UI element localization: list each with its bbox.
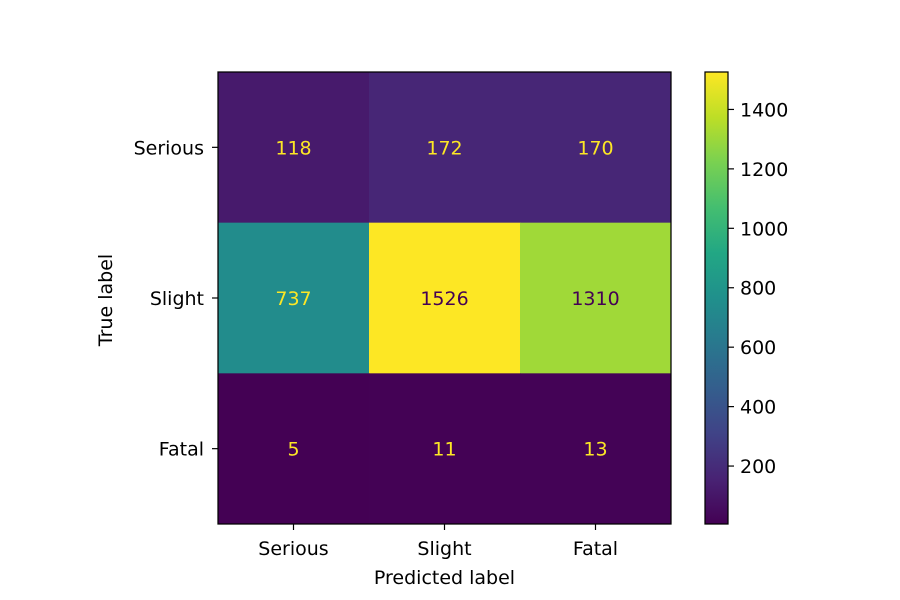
colorbar-tick-label: 1000 xyxy=(740,218,788,240)
cell-value-label: 13 xyxy=(583,439,607,461)
heatmap-cell xyxy=(369,72,521,224)
heatmap-cell xyxy=(520,72,672,224)
cell-value-label: 1310 xyxy=(571,288,619,310)
colorbar-tick-label: 600 xyxy=(740,337,776,359)
heatmap-cells xyxy=(218,72,672,525)
x-axis-label: Predicted label xyxy=(374,567,515,589)
cell-value-label: 737 xyxy=(275,288,311,310)
colorbar-tick-label: 400 xyxy=(740,397,776,419)
heatmap-cell xyxy=(369,222,521,374)
cell-value-label: 172 xyxy=(426,137,462,159)
cell-labels: 118 172 170 737 1526 1310 5 11 13 xyxy=(275,137,619,460)
colorbar-tick-label: 200 xyxy=(740,456,776,478)
colorbar xyxy=(704,71,729,525)
heatmap-cell xyxy=(369,373,521,525)
y-axis: Serious Slight Fatal xyxy=(134,137,218,461)
x-tick-label: Serious xyxy=(258,538,328,560)
y-axis-label: True label xyxy=(95,254,117,347)
x-axis: Serious Slight Fatal xyxy=(258,524,618,560)
heatmap-cell xyxy=(218,72,370,224)
cell-value-label: 11 xyxy=(432,439,456,461)
y-tick-label: Serious xyxy=(134,137,204,159)
colorbar-tick-label: 1400 xyxy=(740,99,788,121)
y-tick-label: Fatal xyxy=(159,439,204,461)
cell-value-label: 170 xyxy=(577,137,613,159)
heatmap-cell xyxy=(218,222,370,374)
colorbar-tick-label: 800 xyxy=(740,278,776,300)
cell-value-label: 1526 xyxy=(420,288,468,310)
colorbar-ticks: 200 400 600 800 1000 1200 1400 xyxy=(728,99,788,478)
colorbar-tick-label: 1200 xyxy=(740,159,788,181)
x-tick-label: Slight xyxy=(417,538,471,560)
cell-value-label: 5 xyxy=(287,439,299,461)
heatmap-cell xyxy=(520,222,672,374)
cell-value-label: 118 xyxy=(275,137,311,159)
heatmap-cell xyxy=(218,373,370,525)
y-tick-label: Slight xyxy=(150,288,204,310)
x-tick-label: Fatal xyxy=(573,538,618,560)
heatmap-cell xyxy=(520,373,672,525)
